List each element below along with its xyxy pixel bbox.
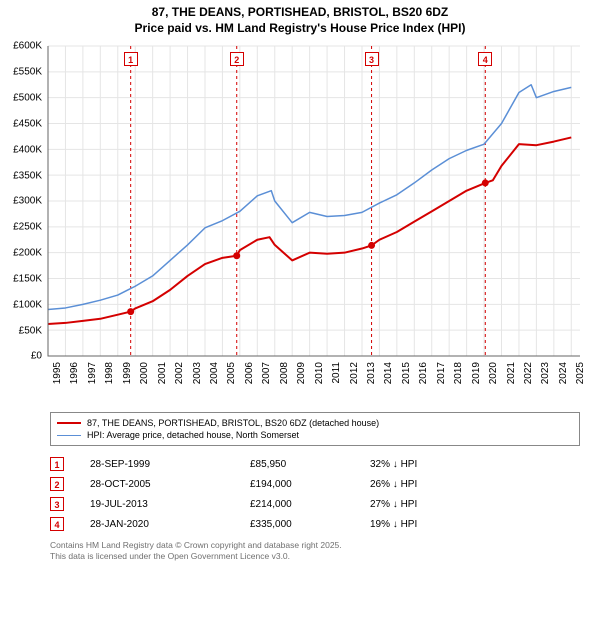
x-tick-label: 2008 <box>279 362 290 402</box>
event-marker-cell: 2 <box>50 477 90 491</box>
x-tick-label: 2005 <box>226 362 237 402</box>
title-line-1: 87, THE DEANS, PORTISHEAD, BRISTOL, BS20… <box>0 4 600 20</box>
attribution-footer: Contains HM Land Registry data © Crown c… <box>50 540 580 562</box>
x-tick-label: 2010 <box>314 362 325 402</box>
event-marker-box: 1 <box>50 457 64 471</box>
y-tick-label: £450K <box>2 118 42 129</box>
y-tick-label: £500K <box>2 93 42 104</box>
footer-line-2: This data is licensed under the Open Gov… <box>50 551 580 562</box>
x-tick-label: 1998 <box>104 362 115 402</box>
event-hpi-delta: 27% ↓ HPI <box>370 499 510 510</box>
x-tick-label: 2016 <box>418 362 429 402</box>
x-tick-label: 2004 <box>209 362 220 402</box>
event-price: £194,000 <box>250 479 370 490</box>
x-tick-label: 2000 <box>139 362 150 402</box>
sale-marker-4: 4 <box>478 52 492 66</box>
legend-label: 87, THE DEANS, PORTISHEAD, BRISTOL, BS20… <box>87 418 379 428</box>
chart-container: 87, THE DEANS, PORTISHEAD, BRISTOL, BS20… <box>0 0 600 620</box>
x-tick-label: 2021 <box>506 362 517 402</box>
y-tick-label: £350K <box>2 170 42 181</box>
event-hpi-delta: 32% ↓ HPI <box>370 459 510 470</box>
x-tick-label: 2011 <box>331 362 342 402</box>
sale-marker-3: 3 <box>365 52 379 66</box>
y-tick-label: £300K <box>2 196 42 207</box>
x-tick-label: 2024 <box>558 362 569 402</box>
sale-event-row: 4 28-JAN-2020£335,00019% ↓ HPI <box>50 514 580 534</box>
event-marker-cell: 3 <box>50 497 90 511</box>
x-tick-label: 1999 <box>122 362 133 402</box>
legend-swatch <box>57 422 81 424</box>
legend-swatch <box>57 435 81 436</box>
x-tick-label: 2019 <box>471 362 482 402</box>
y-tick-label: £100K <box>2 299 42 310</box>
x-tick-label: 2007 <box>261 362 272 402</box>
y-tick-label: £400K <box>2 144 42 155</box>
y-tick-label: £200K <box>2 248 42 259</box>
event-marker-box: 3 <box>50 497 64 511</box>
event-date: 28-JAN-2020 <box>90 519 250 530</box>
legend-label: HPI: Average price, detached house, Nort… <box>87 430 299 440</box>
x-tick-label: 2015 <box>401 362 412 402</box>
x-tick-label: 2025 <box>575 362 586 402</box>
event-marker-cell: 1 <box>50 457 90 471</box>
event-marker-cell: 4 <box>50 517 90 531</box>
x-tick-label: 2022 <box>523 362 534 402</box>
x-tick-label: 1995 <box>52 362 63 402</box>
sale-event-row: 1 28-SEP-1999£85,95032% ↓ HPI <box>50 454 580 474</box>
x-tick-label: 2009 <box>296 362 307 402</box>
x-tick-label: 2013 <box>366 362 377 402</box>
event-hpi-delta: 26% ↓ HPI <box>370 479 510 490</box>
y-tick-label: £150K <box>2 273 42 284</box>
x-tick-label: 2017 <box>436 362 447 402</box>
event-date: 19-JUL-2013 <box>90 499 250 510</box>
x-tick-label: 2023 <box>540 362 551 402</box>
event-price: £335,000 <box>250 519 370 530</box>
legend: 87, THE DEANS, PORTISHEAD, BRISTOL, BS20… <box>50 412 580 446</box>
event-marker-box: 4 <box>50 517 64 531</box>
event-date: 28-OCT-2005 <box>90 479 250 490</box>
event-date: 28-SEP-1999 <box>90 459 250 470</box>
event-hpi-delta: 19% ↓ HPI <box>370 519 510 530</box>
x-tick-label: 2003 <box>192 362 203 402</box>
sale-event-row: 3 19-JUL-2013£214,00027% ↓ HPI <box>50 494 580 514</box>
x-tick-label: 2001 <box>157 362 168 402</box>
y-tick-label: £600K <box>2 41 42 52</box>
x-tick-label: 2012 <box>349 362 360 402</box>
legend-item: HPI: Average price, detached house, Nort… <box>57 429 573 441</box>
sale-marker-1: 1 <box>124 52 138 66</box>
legend-item: 87, THE DEANS, PORTISHEAD, BRISTOL, BS20… <box>57 417 573 429</box>
x-tick-label: 2002 <box>174 362 185 402</box>
y-tick-label: £250K <box>2 222 42 233</box>
sale-events-table: 1 28-SEP-1999£85,95032% ↓ HPI 2 28-OCT-2005… <box>50 454 580 534</box>
footer-line-1: Contains HM Land Registry data © Crown c… <box>50 540 580 551</box>
chart-title: 87, THE DEANS, PORTISHEAD, BRISTOL, BS20… <box>0 0 600 36</box>
x-tick-label: 2006 <box>244 362 255 402</box>
x-tick-label: 2020 <box>488 362 499 402</box>
x-tick-label: 2018 <box>453 362 464 402</box>
x-tick-label: 2014 <box>383 362 394 402</box>
y-tick-label: £550K <box>2 67 42 78</box>
event-price: £214,000 <box>250 499 370 510</box>
event-price: £85,950 <box>250 459 370 470</box>
chart-plot-area: £0 £50K £100K £150K £200K £250K £300K £350K £400… <box>0 36 600 406</box>
x-tick-label: 1997 <box>87 362 98 402</box>
y-tick-label: £0 <box>2 351 42 362</box>
y-tick-label: £50K <box>2 325 42 336</box>
sale-event-row: 2 28-OCT-2005£194,00026% ↓ HPI <box>50 474 580 494</box>
x-tick-label: 1996 <box>69 362 80 402</box>
sale-marker-2: 2 <box>230 52 244 66</box>
event-marker-box: 2 <box>50 477 64 491</box>
title-line-2: Price paid vs. HM Land Registry's House … <box>0 20 600 36</box>
